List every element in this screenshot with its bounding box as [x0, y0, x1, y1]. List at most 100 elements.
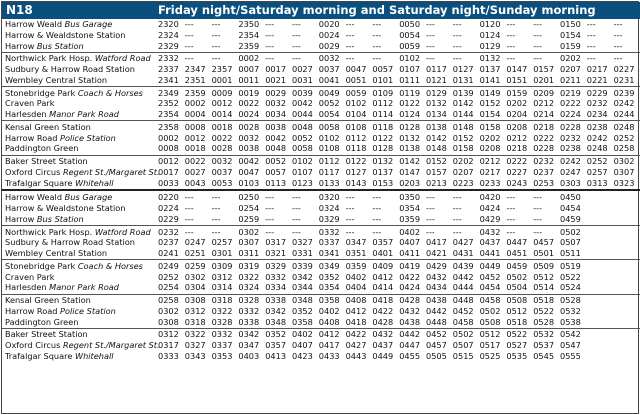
stop-name: Trafalgar Square Whitehall	[5, 178, 114, 189]
departure-time: 0239	[613, 87, 635, 98]
departure-time: ---	[292, 192, 301, 203]
departure-time: 0423	[292, 350, 313, 361]
departure-time: ---	[372, 213, 382, 224]
departure-time: 0028	[238, 121, 260, 132]
departure-time: 0501	[533, 248, 555, 258]
departure-time: 0101	[372, 74, 394, 85]
departure-time: 0232	[158, 226, 179, 237]
departure-time: 0302	[238, 226, 260, 237]
departure-time: 0407	[292, 340, 313, 350]
departure-time: 0502	[452, 329, 474, 340]
stop-name-main: Harrow	[5, 213, 35, 224]
departure-time: 0158	[452, 143, 474, 154]
departure-time: 0448	[426, 316, 447, 327]
departure-time: 0122	[399, 98, 421, 109]
departure-time: 0047	[345, 64, 367, 74]
departure-time: 0458	[452, 316, 474, 327]
departure-time: 0027	[184, 166, 206, 177]
departure-time: 0432	[479, 226, 501, 237]
departure-time: 0502	[506, 271, 528, 282]
departure-time: ---	[211, 40, 221, 51]
departure-time: 0437	[479, 237, 501, 248]
departure-time: 0002	[184, 98, 206, 109]
departure-time: 0052	[318, 98, 340, 109]
departure-time: 0149	[479, 87, 501, 98]
departure-time: 0332	[238, 305, 260, 316]
departure-time: 0441	[479, 248, 501, 258]
departure-time: ---	[452, 40, 462, 51]
departure-time: ---	[292, 226, 301, 237]
stop-name: Baker Street Station	[5, 156, 88, 167]
departure-time: 0428	[399, 295, 421, 305]
departure-time: 0412	[345, 305, 367, 316]
departure-time: 0218	[533, 121, 555, 132]
departure-time: 0212	[479, 156, 501, 166]
departure-time: 0054	[318, 109, 340, 119]
departure-time: 0012	[211, 98, 233, 109]
timetable-row: Harrow Road Police Station 0002 0012 0022 00…	[2, 133, 640, 144]
departure-time: 0357	[265, 340, 287, 350]
departure-time: 0029	[265, 87, 287, 98]
departure-time: 0018	[184, 143, 206, 154]
stop-name: Northwick Park Hosp. Watford Road	[5, 53, 151, 64]
stop-name-main: Harrow Road	[5, 132, 58, 143]
group-separator	[2, 327, 640, 329]
departure-time: ---	[533, 226, 543, 237]
departure-time: 0018	[211, 121, 233, 132]
departure-time: 2359	[238, 40, 260, 51]
departure-time: ---	[345, 53, 355, 64]
departure-time: 0204	[506, 109, 528, 119]
stop-name-main: Harlesden	[5, 282, 47, 293]
departure-time: ---	[533, 19, 543, 29]
departure-time: ---	[211, 53, 221, 64]
departure-time: 0351	[345, 248, 367, 258]
departure-time: 0102	[399, 53, 421, 64]
timetable-row: Harrow Bus Station 2329 --- --- 2359 --- --- 00…	[2, 41, 640, 52]
departure-time: 0434	[426, 282, 447, 293]
departure-time: 0054	[399, 29, 421, 40]
departure-time: 0024	[318, 29, 340, 40]
departure-time: 0328	[238, 295, 260, 305]
departure-time: 0124	[399, 109, 421, 119]
departure-time: 0413	[265, 350, 287, 361]
departure-time: 0502	[560, 226, 581, 237]
departure-time: 0447	[399, 340, 421, 350]
departure-time: ---	[533, 29, 543, 40]
departure-time: 0537	[533, 340, 555, 350]
departure-time: ---	[292, 53, 301, 64]
timetable-row: Sudbury & Harrow Road Station 0237 0247 025…	[2, 237, 640, 248]
departure-time: 2324	[158, 29, 179, 40]
departure-time: 0420	[479, 192, 501, 203]
departure-time: 0509	[533, 260, 555, 271]
departure-time: 0002	[238, 53, 260, 64]
timetable-title: Friday night/Saturday morning and Saturd…	[158, 3, 596, 17]
departure-time: ---	[345, 40, 355, 51]
departure-time: 2337	[158, 64, 179, 74]
departure-time: 0347	[238, 340, 260, 350]
departure-time: ---	[184, 19, 194, 29]
departure-time: 0417	[426, 237, 447, 248]
timetable-row: Kensal Green Station 0258 0308 0318 0328 0338…	[2, 295, 640, 306]
departure-time: 0348	[292, 295, 313, 305]
departure-time: 0312	[211, 271, 233, 282]
departure-time: 0339	[292, 260, 313, 271]
departure-time: 0512	[479, 329, 501, 340]
departure-time: 0432	[372, 329, 394, 340]
departure-time: ---	[372, 226, 382, 237]
group-separator	[2, 86, 640, 87]
departure-time: 0144	[452, 109, 474, 119]
departure-time: 0231	[613, 74, 635, 85]
stop-name: Baker Street Station	[5, 329, 88, 340]
departure-time: 0202	[560, 53, 581, 64]
departure-time: 0107	[292, 166, 313, 177]
departure-time: 0538	[560, 316, 581, 327]
stop-name: Trafalgar Square Whitehall	[5, 351, 114, 362]
departure-time: ---	[452, 213, 462, 224]
departure-time: ---	[586, 29, 596, 40]
departure-time: 0332	[318, 226, 340, 237]
departure-time: 0232	[586, 98, 608, 109]
stop-name-main: Oxford Circus	[5, 340, 61, 350]
departure-time: 0137	[479, 64, 501, 74]
departure-time: 0244	[613, 109, 635, 119]
departure-time: 2349	[158, 87, 179, 98]
